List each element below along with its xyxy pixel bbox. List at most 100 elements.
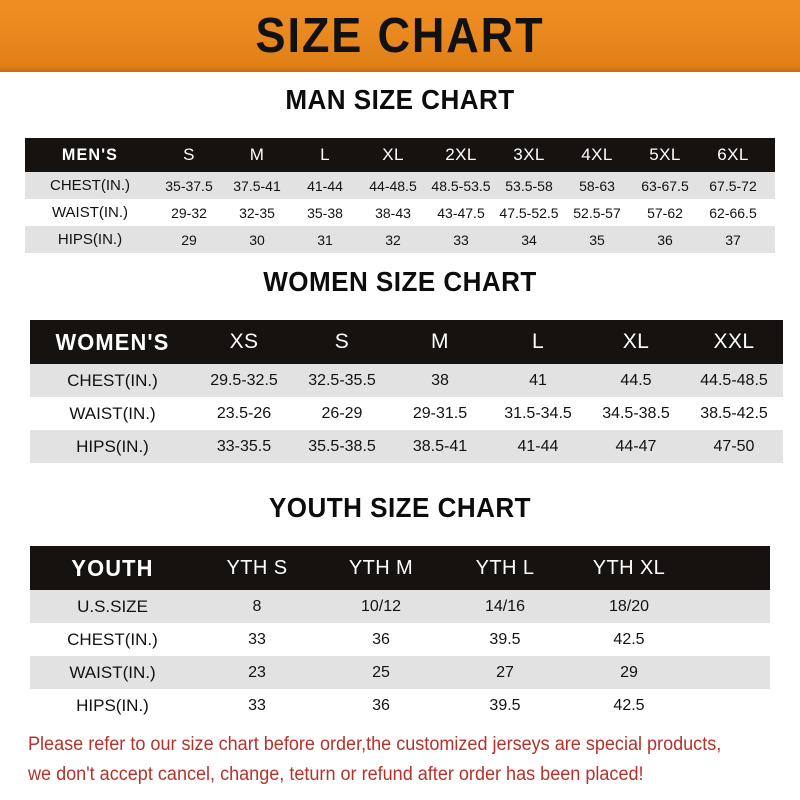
man-cell: 29-32 — [171, 204, 207, 221]
man-column-header-6: 3XL — [513, 145, 545, 164]
man-cell: 35-37.5 — [165, 177, 213, 194]
youth-table-row: U.S.SIZE 8 10/12 14/16 18/20 — [30, 590, 770, 623]
youth-size-table: YOUTH YTH S YTH M YTH L YTH XL U.S.SIZE 8 10/… — [30, 546, 770, 722]
man-cell: 63-67.5 — [641, 177, 689, 194]
women-corner-label: WOMEN'S — [55, 328, 170, 355]
youth-cell: 25 — [372, 663, 390, 681]
man-size-table: MEN'S S M L XL 2XL 3XL 4XL 5XL 6XL CHEST(IN.) 35-… — [25, 138, 775, 253]
youth-cell-spacer — [691, 623, 770, 656]
man-table-row: WAIST(IN.) 29-32 32-35 35-38 38-43 43-47.5 47.… — [25, 199, 775, 226]
man-row-label: CHEST(IN.) — [50, 177, 130, 194]
man-column-header-5: 2XL — [445, 145, 477, 164]
man-column-header-2: M — [249, 145, 265, 164]
women-cell: 34.5-38.5 — [602, 404, 670, 422]
man-cell: 48.5-53.5 — [431, 177, 491, 194]
man-cell: 32 — [385, 231, 401, 248]
man-cell: 33 — [453, 231, 469, 248]
youth-column-header-2: YTH M — [348, 556, 414, 579]
youth-column-header-1: YTH S — [226, 556, 288, 579]
women-section-title: WOMEN SIZE CHART — [263, 266, 537, 297]
women-cell: 32.5-35.5 — [308, 371, 376, 389]
women-table-body: CHEST(IN.) 29.5-32.5 32.5-35.5 38 41 44.5 44.5… — [30, 364, 783, 463]
youth-cell: 39.5 — [489, 630, 521, 648]
women-cell: 29.5-32.5 — [210, 371, 278, 389]
women-row-label: HIPS(IN.) — [76, 436, 149, 456]
youth-cell-spacer — [691, 689, 770, 722]
women-cell: 38 — [431, 371, 449, 389]
man-cell: 35-38 — [307, 204, 343, 221]
order-policy-note: Please refer to our size chart before or… — [28, 730, 742, 790]
youth-column-header-3: YTH L — [475, 556, 535, 579]
man-column-header-9: 6XL — [717, 145, 749, 164]
women-cell: 44.5 — [620, 371, 652, 389]
women-cell: 47-50 — [713, 437, 755, 455]
youth-corner-label: YOUTH — [71, 554, 154, 581]
man-cell: 58-63 — [579, 177, 615, 194]
man-cell-spacer — [767, 172, 775, 199]
youth-table-row: WAIST(IN.) 23 25 27 29 — [30, 656, 770, 689]
women-column-header-1: XS — [229, 330, 259, 353]
man-cell-spacer — [767, 199, 775, 226]
women-cell: 29-31.5 — [412, 404, 468, 422]
women-row-label: CHEST(IN.) — [67, 370, 158, 390]
women-table-row: WAIST(IN.) 23.5-26 26-29 29-31.5 31.5-34.5 34… — [30, 397, 783, 430]
youth-cell: 27 — [496, 663, 514, 681]
man-cell: 57-62 — [647, 204, 683, 221]
women-cell: 38.5-41 — [412, 437, 468, 455]
youth-row-label: CHEST(IN.) — [67, 629, 158, 649]
women-cell: 38.5-42.5 — [700, 404, 768, 422]
women-header-row: WOMEN'S XS S M L XL XXL — [30, 320, 783, 364]
youth-table-body: U.S.SIZE 8 10/12 14/16 18/20 CHEST(IN.) 33 36 3… — [30, 590, 770, 722]
women-table-row: CHEST(IN.) 29.5-32.5 32.5-35.5 38 41 44.5 44.5… — [30, 364, 783, 397]
order-policy-line-1: Please refer to our size chart before or… — [28, 734, 722, 755]
man-cell: 30 — [249, 231, 265, 248]
man-cell: 32-35 — [239, 204, 275, 221]
man-cell: 41-44 — [307, 177, 343, 194]
women-size-table: WOMEN'S XS S M L XL XXL CHEST(IN.) 29.5-32.5 32… — [30, 320, 783, 463]
man-cell: 62-66.5 — [709, 204, 757, 221]
youth-cell: 39.5 — [489, 696, 521, 714]
order-policy-line-2: we don't accept cancel, change, teturn o… — [28, 764, 644, 785]
man-cell: 38-43 — [375, 204, 411, 221]
man-table-body: CHEST(IN.) 35-37.5 37.5-41 41-44 44-48.5 48.5… — [25, 172, 775, 253]
man-cell: 31 — [317, 231, 333, 248]
youth-cell: 33 — [248, 630, 266, 648]
man-cell: 67.5-72 — [709, 177, 757, 194]
youth-cell: 33 — [248, 696, 266, 714]
youth-cell: 36 — [372, 630, 390, 648]
youth-header-spacer — [691, 546, 770, 590]
youth-cell: 36 — [372, 696, 390, 714]
man-row-label: HIPS(IN.) — [57, 231, 123, 248]
man-cell: 29 — [181, 231, 197, 248]
man-column-header-7: 4XL — [581, 145, 613, 164]
man-cell: 52.5-57 — [573, 204, 621, 221]
women-cell: 44-47 — [615, 437, 657, 455]
page-banner: SIZE CHART — [0, 0, 800, 72]
women-row-label: WAIST(IN.) — [69, 403, 156, 423]
women-column-header-3: M — [431, 330, 449, 353]
man-column-header-8: 5XL — [649, 145, 681, 164]
man-corner-label: MEN'S — [61, 145, 119, 164]
youth-cell: 29 — [620, 663, 638, 681]
man-cell: 34 — [521, 231, 537, 248]
women-cell: 44.5-48.5 — [700, 371, 768, 389]
man-column-header-1: S — [183, 145, 195, 164]
man-cell-spacer — [767, 226, 775, 253]
man-cell: 44-48.5 — [369, 177, 417, 194]
man-table-row: CHEST(IN.) 35-37.5 37.5-41 41-44 44-48.5 48.5… — [25, 172, 775, 199]
women-cell: 41-44 — [517, 437, 559, 455]
man-header-row: MEN'S S M L XL 2XL 3XL 4XL 5XL 6XL — [25, 138, 775, 172]
youth-column-header-4: YTH XL — [592, 556, 666, 579]
women-cell: 35.5-38.5 — [308, 437, 376, 455]
youth-table-row: HIPS(IN.) 33 36 39.5 42.5 — [30, 689, 770, 722]
youth-cell: 42.5 — [613, 630, 645, 648]
youth-section-title: YOUTH SIZE CHART — [268, 492, 532, 523]
women-cell: 31.5-34.5 — [504, 404, 572, 422]
youth-row-label: U.S.SIZE — [77, 596, 148, 616]
youth-row-label: WAIST(IN.) — [69, 662, 156, 682]
youth-table-header: YOUTH YTH S YTH M YTH L YTH XL — [30, 546, 770, 590]
youth-cell: 42.5 — [613, 696, 645, 714]
man-column-header-4: XL — [382, 145, 404, 164]
man-cell: 35 — [589, 231, 605, 248]
youth-cell: 10/12 — [360, 597, 402, 615]
